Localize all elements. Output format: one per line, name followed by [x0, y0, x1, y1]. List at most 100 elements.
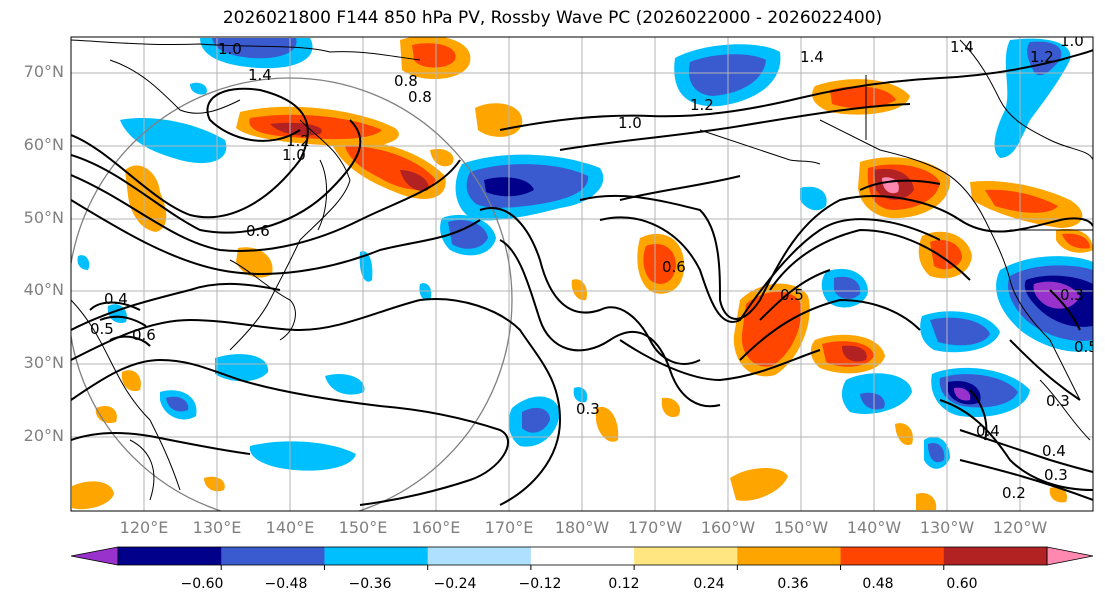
- colorbar-segment: [943, 547, 1048, 565]
- anomaly-positive: [400, 170, 429, 192]
- anomaly-positive: [596, 406, 619, 442]
- anomaly-positive: [95, 405, 117, 424]
- anomaly-negative: [1033, 281, 1080, 309]
- colorbar-tick-label: −0.48: [264, 576, 308, 592]
- colorbar-tick-label: −0.24: [433, 576, 477, 592]
- colorbar-segment: [634, 547, 738, 565]
- lon-label: 120°W: [992, 518, 1048, 537]
- colorbar-tick-label: 0.24: [693, 576, 725, 592]
- contour-label: 0.5: [780, 286, 804, 304]
- contour-label: 0.8: [394, 72, 418, 90]
- contour-label: 0.4: [976, 422, 1000, 440]
- anomaly-negative: [325, 373, 365, 395]
- anomaly-negative: [860, 392, 885, 410]
- anomaly-negative: [930, 317, 990, 346]
- lon-label: 120°E: [119, 518, 169, 537]
- lon-label: 160°E: [411, 518, 461, 537]
- lon-label: 140°W: [846, 518, 902, 537]
- anomaly-positive: [125, 165, 167, 232]
- lon-label: 170°E: [484, 518, 534, 537]
- colorbar-tick-label: −0.60: [180, 576, 224, 592]
- contour-label: 0.6: [662, 258, 686, 276]
- colorbar-tick-label: −0.36: [348, 576, 392, 592]
- colorbar-extend-high: [1046, 546, 1094, 566]
- colorbar-tick-label: −0.12: [518, 576, 562, 592]
- contour-label: 1.2: [286, 132, 310, 150]
- anomaly-negative: [212, 38, 297, 59]
- anomaly-positive: [643, 244, 676, 284]
- colorbar-segment: [324, 547, 429, 565]
- lon-label: 160°W: [700, 518, 756, 537]
- anomaly-negative: [688, 54, 766, 96]
- colorbar-tick-label: 0.60: [946, 576, 978, 592]
- anomaly-negative: [800, 186, 827, 211]
- lat-label: 50°N: [23, 208, 64, 227]
- contour-label: 0.4: [1042, 442, 1066, 460]
- colorbar-frame: [117, 546, 1048, 566]
- colorbar-segment: [737, 547, 842, 565]
- contour-label: 1.4: [800, 48, 824, 66]
- anomaly-positive: [830, 86, 896, 109]
- anomaly-positive: [270, 122, 322, 136]
- contour-label: 0.4: [104, 290, 128, 308]
- anomaly-positive: [730, 467, 788, 501]
- contour-label: 1.0: [618, 114, 642, 132]
- lon-label: 180°W: [554, 518, 610, 537]
- contour-label: 0.6: [246, 222, 270, 240]
- contour-label: 1.0: [218, 40, 242, 58]
- anomaly-negative: [190, 82, 207, 95]
- lat-label: 20°N: [23, 426, 64, 445]
- map-title: 2026021800 F144 850 hPa PV, Rossby Wave …: [222, 8, 883, 28]
- anomaly-negative: [1027, 41, 1062, 76]
- lon-label: 150°W: [773, 518, 829, 537]
- map-area: 1.0 1.4 0.8 1.0 1.4 1.4 1.2 1.2 1.0 0.8 …: [71, 32, 1098, 511]
- anomaly-positive: [1049, 486, 1068, 503]
- anomaly-negative: [215, 354, 269, 382]
- anomaly-negative: [834, 276, 861, 299]
- contour-label: 0.6: [132, 326, 156, 344]
- contour-label: 1.4: [248, 66, 272, 84]
- map-frame: [70, 36, 1094, 512]
- negative-anomalies: [77, 38, 1093, 471]
- contour-label: 0.5: [90, 320, 114, 338]
- contour-label: 0.2: [1002, 484, 1026, 502]
- contour-label: 0.3: [1044, 466, 1068, 484]
- anomaly-positive: [236, 247, 273, 278]
- lon-label: 150°E: [338, 518, 388, 537]
- anomaly-negative: [448, 219, 488, 249]
- anomaly-negative: [573, 387, 588, 403]
- colorbar-segment: [427, 547, 532, 565]
- colorbar-extend-low: [70, 546, 119, 566]
- anomaly-positive: [895, 423, 913, 446]
- pv-contours: [71, 49, 1093, 506]
- contour-label: 0.5: [1074, 338, 1098, 356]
- anomaly-positive: [204, 476, 225, 492]
- anomaly-positive: [985, 189, 1058, 213]
- anomaly-negative: [120, 118, 227, 164]
- lon-label: 170°W: [627, 518, 683, 537]
- lon-label: 140°E: [265, 518, 315, 537]
- anomaly-positive: [571, 279, 588, 301]
- anomaly-negative: [249, 441, 356, 471]
- anomaly-positive: [72, 481, 114, 510]
- coastlines: [71, 39, 1093, 501]
- anomaly-negative: [928, 442, 945, 463]
- contour-label: 1.0: [1060, 32, 1084, 50]
- positive-anomalies: [72, 37, 1093, 510]
- lat-label: 70°N: [23, 62, 64, 81]
- anomaly-negative: [77, 255, 90, 270]
- lon-label: 130°E: [192, 518, 242, 537]
- anomaly-positive: [930, 239, 962, 270]
- contour-labels: 1.0 1.4 0.8 1.0 1.4 1.4 1.2 1.2 1.0 0.8 …: [90, 32, 1098, 502]
- colorbar: [70, 546, 1094, 570]
- contour-label: 0.3: [1060, 286, 1084, 304]
- colorbar-segment: [840, 547, 945, 565]
- anomaly-positive: [916, 492, 937, 510]
- contour-label: 0.3: [576, 400, 600, 418]
- colorbar-segment: [530, 547, 635, 565]
- contour-label: 1.0: [282, 146, 306, 164]
- anomaly-positive: [842, 345, 867, 362]
- anomaly-positive: [741, 291, 802, 367]
- anomaly-negative: [166, 396, 189, 412]
